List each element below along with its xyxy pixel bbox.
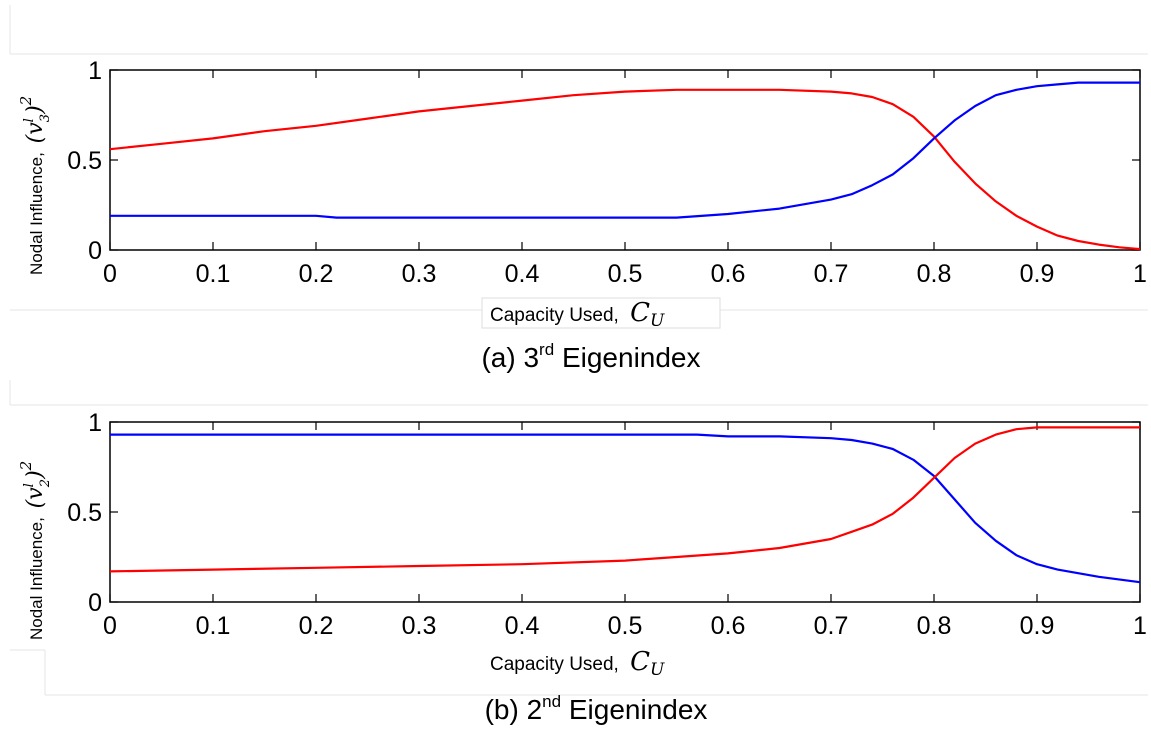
panel-a: 0 0.1 0.2 0.3 0.4 0.5 0.6 0.7 0.8 0.9 1 0 0.5 1 Noda… [9, 5, 1148, 373]
x-tick-label-a: 0.6 [711, 260, 746, 288]
x-tick-label-b: 0.6 [711, 612, 746, 640]
x-tick-label-b: 0.4 [505, 612, 540, 640]
x-tick-label-b: 0.9 [1020, 612, 1055, 640]
y-tick-label-a: 1 [88, 57, 102, 85]
x-tick-label-b: 0.2 [299, 612, 334, 640]
series-line-a-1 [110, 81, 1140, 219]
x-tick-label-b: 0.5 [608, 612, 643, 640]
caption-a: (a) 3rd Eigenindex [481, 340, 700, 373]
x-tick-label-b: 0.8 [917, 612, 952, 640]
panel-b: 0 0.1 0.2 0.3 0.4 0.5 0.6 0.7 0.8 0.9 1 0 0.5 1 Noda… [9, 380, 1148, 725]
x-tick-label-b: 0.7 [814, 612, 849, 640]
x-tick-label-a: 0.9 [1020, 260, 1055, 288]
y-axis-label-a: Nodal Influence, (vl3)2 [17, 96, 53, 275]
y-tick-label-a: 0 [88, 237, 102, 265]
x-tick-label-a: 0.8 [917, 260, 952, 288]
x-tick-label-b: 0.1 [196, 612, 231, 640]
y-tick-label-b: 0.5 [67, 499, 102, 527]
x-tick-label-b: 0.3 [402, 612, 437, 640]
y-tick-label-b: 0 [88, 589, 102, 617]
x-tick-label-a: 0.4 [505, 260, 540, 288]
plot-area-a [109, 69, 1141, 251]
x-tick-label-b: 0 [103, 612, 117, 640]
x-tick-label-a: 1 [1133, 260, 1147, 288]
series-line-b-1 [109, 426, 1140, 573]
y-axis-label-b: Nodal Influence, (vl2)2 [17, 461, 53, 640]
y-tick-label-b: 1 [88, 409, 102, 437]
x-tick-label-a: 0.5 [608, 260, 643, 288]
series-line-b-0 [110, 433, 1141, 584]
x-tick-label-a: 0.3 [402, 260, 437, 288]
caption-b: (b) 2nd Eigenindex [485, 692, 708, 725]
series-line-a-0 [109, 88, 1141, 251]
x-tick-label-b: 1 [1133, 612, 1147, 640]
x-axis-label-a: Capacity Used, CU [490, 298, 665, 331]
x-tick-label-a: 0.2 [299, 260, 334, 288]
x-axis-label-b: Capacity Used, CU [490, 647, 665, 680]
x-tick-label-a: 0.1 [196, 260, 231, 288]
x-tick-label-a: 0 [103, 260, 117, 288]
plot-area-b [109, 421, 1141, 603]
x-tick-label-a: 0.7 [814, 260, 849, 288]
y-tick-label-a: 0.5 [67, 147, 102, 175]
